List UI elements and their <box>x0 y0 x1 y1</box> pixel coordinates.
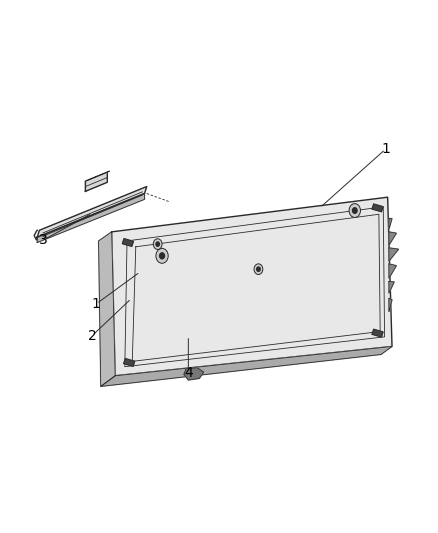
Polygon shape <box>124 359 135 366</box>
Polygon shape <box>85 172 107 191</box>
Text: 3: 3 <box>39 233 48 247</box>
Polygon shape <box>85 171 110 181</box>
Polygon shape <box>184 368 204 380</box>
Circle shape <box>254 264 263 274</box>
Circle shape <box>257 267 260 271</box>
Polygon shape <box>389 248 399 261</box>
Polygon shape <box>372 329 383 337</box>
Circle shape <box>156 248 168 263</box>
Polygon shape <box>37 187 147 237</box>
Polygon shape <box>112 197 392 376</box>
Polygon shape <box>99 232 115 386</box>
Polygon shape <box>389 219 392 229</box>
Polygon shape <box>372 204 383 212</box>
Polygon shape <box>389 281 394 293</box>
Text: 2: 2 <box>88 329 96 343</box>
Circle shape <box>353 208 357 213</box>
Polygon shape <box>37 193 145 243</box>
Text: 4: 4 <box>184 366 193 380</box>
Text: 1: 1 <box>92 297 101 311</box>
Polygon shape <box>389 298 392 312</box>
Polygon shape <box>122 239 134 246</box>
Polygon shape <box>101 346 392 386</box>
Text: 1: 1 <box>381 142 390 156</box>
Polygon shape <box>389 232 396 245</box>
Circle shape <box>153 239 162 249</box>
Polygon shape <box>389 264 396 278</box>
Circle shape <box>156 242 159 246</box>
Circle shape <box>159 253 165 259</box>
Circle shape <box>349 204 360 217</box>
